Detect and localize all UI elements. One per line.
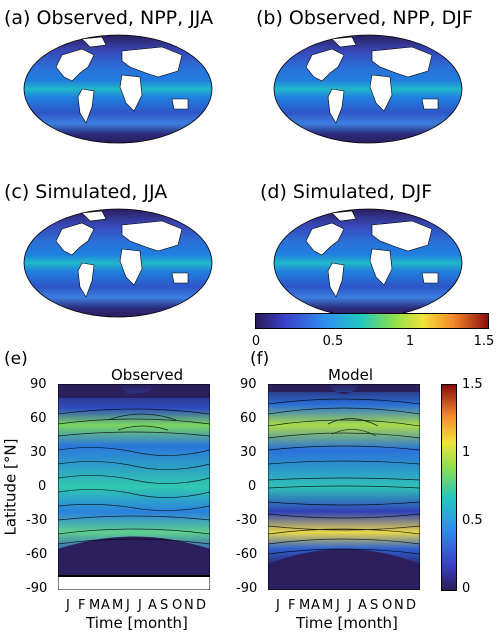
x-tick: F [288, 598, 296, 613]
map-c-title: (c) Simulated, JJA [4, 181, 168, 203]
y-tick: -60 [26, 547, 48, 562]
colorbar-h-tick: 1.5 [473, 334, 495, 349]
y-tick: -30 [236, 513, 258, 528]
x-tick: M [299, 598, 311, 613]
panel-e-label: (e) [4, 349, 28, 369]
x-tick: M [322, 598, 334, 613]
x-tick: N [394, 598, 404, 613]
x-axis-title-f: Time [month] [296, 614, 398, 632]
x-tick: S [370, 598, 379, 613]
colorbar-v-tick: 0.5 [462, 513, 483, 528]
x-tick: J [336, 598, 340, 613]
y-tick: -30 [26, 513, 48, 528]
x-tick: S [160, 598, 169, 613]
y-tick: -60 [236, 547, 258, 562]
y-tick: -90 [26, 581, 48, 596]
colorbar-v-tick: 0 [462, 581, 471, 596]
panel-f-title: Model [328, 366, 374, 384]
x-tick: M [89, 598, 101, 613]
x-tick: D [196, 598, 207, 613]
x-tick: J [126, 598, 130, 613]
y-tick: 30 [30, 445, 47, 460]
map-d [273, 208, 463, 318]
map-b-title: (b) Observed, NPP, DJF [256, 7, 473, 29]
x-tick: A [358, 598, 367, 613]
y-tick: 60 [30, 411, 47, 426]
hovmoller-model [268, 384, 420, 590]
vertical-colorbar [441, 384, 457, 591]
x-tick: D [406, 598, 417, 613]
panel-e-title: Observed [111, 366, 184, 384]
x-tick: J [138, 598, 142, 613]
x-tick: O [382, 598, 393, 613]
colorbar-h-tick: 0.5 [322, 334, 344, 349]
y-tick: 0 [38, 479, 47, 494]
x-tick: A [148, 598, 157, 613]
map-c [23, 208, 213, 318]
x-axis-title-e: Time [month] [86, 614, 188, 632]
colorbar-v-tick: 1 [462, 445, 471, 460]
y-tick: 60 [240, 411, 257, 426]
map-d-title: (d) Simulated, DJF [260, 181, 433, 203]
y-tick: -90 [236, 581, 258, 596]
x-tick: J [276, 598, 280, 613]
x-tick: J [66, 598, 70, 613]
horizontal-colorbar [255, 313, 489, 329]
x-tick: J [348, 598, 352, 613]
map-b [273, 34, 463, 144]
map-a-title: (a) Observed, NPP, JJA [4, 7, 214, 29]
x-tick: A [101, 598, 110, 613]
y-tick: 90 [240, 377, 257, 392]
hovmoller-observed [58, 384, 210, 590]
x-tick: F [78, 598, 86, 613]
x-tick: N [184, 598, 194, 613]
x-tick: M [112, 598, 124, 613]
map-a [23, 34, 213, 144]
y-tick: 30 [240, 445, 257, 460]
y-axis-title: Latitude [°N] [1, 438, 20, 536]
panel-f-label: (f) [250, 349, 270, 369]
colorbar-h-tick: 0 [251, 334, 261, 349]
colorbar-v-tick: 1.5 [462, 377, 483, 392]
y-tick: 0 [248, 479, 257, 494]
x-tick: O [172, 598, 183, 613]
colorbar-h-tick: 1 [405, 334, 415, 349]
x-tick: A [311, 598, 320, 613]
y-tick: 90 [30, 377, 47, 392]
